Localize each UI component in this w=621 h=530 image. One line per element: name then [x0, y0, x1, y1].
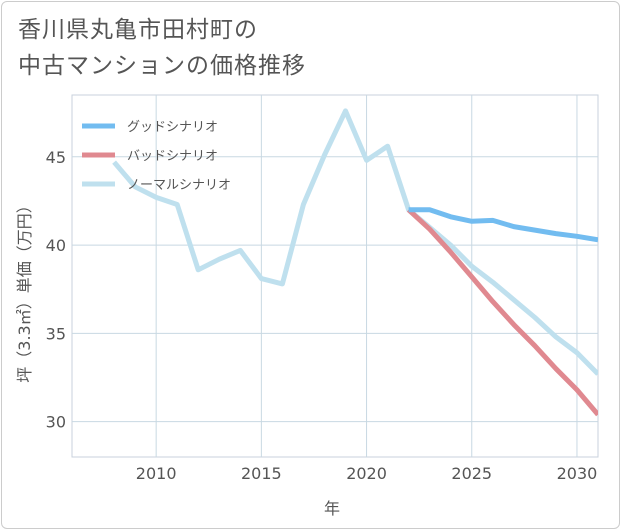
x-tick-label: 2010 — [136, 464, 177, 483]
series-line-2 — [112, 108, 598, 376]
legend-label-2: ノーマルシナリオ — [127, 178, 231, 193]
x-tick-label: 2030 — [557, 464, 598, 483]
y-tick-labels: 30 35 40 45 — [46, 148, 66, 432]
series-layer — [112, 108, 598, 417]
x-tick-labels: 2010 2015 2020 2025 2030 — [136, 464, 598, 483]
x-tick-label: 2015 — [241, 464, 282, 483]
y-tick-label: 30 — [46, 413, 66, 432]
chart-title: 香川県丸亀市田村町の 中古マンションの価格推移 — [18, 12, 518, 84]
plot-area — [71, 94, 599, 458]
title-line-1: 香川県丸亀市田村町の — [18, 17, 258, 43]
y-gridlines — [72, 156, 598, 423]
title-line-2: 中古マンションの価格推移 — [18, 53, 306, 79]
y-tick-label: 45 — [46, 148, 66, 167]
legend-label-1: バッドシナリオ — [127, 149, 218, 164]
y-axis-title: 坪（3.3㎡）単価（万円） — [15, 197, 34, 382]
series-line-0 — [408, 207, 598, 243]
x-tick-label: 2020 — [346, 464, 387, 483]
y-tick-label: 40 — [46, 236, 66, 255]
x-axis-title: 年 — [324, 499, 340, 518]
legend-label-0: グッドシナリオ — [127, 120, 218, 135]
x-gridlines — [155, 95, 578, 457]
series-line-1 — [406, 207, 598, 417]
x-tick-label: 2025 — [451, 464, 492, 483]
y-tick-label: 35 — [46, 324, 66, 343]
